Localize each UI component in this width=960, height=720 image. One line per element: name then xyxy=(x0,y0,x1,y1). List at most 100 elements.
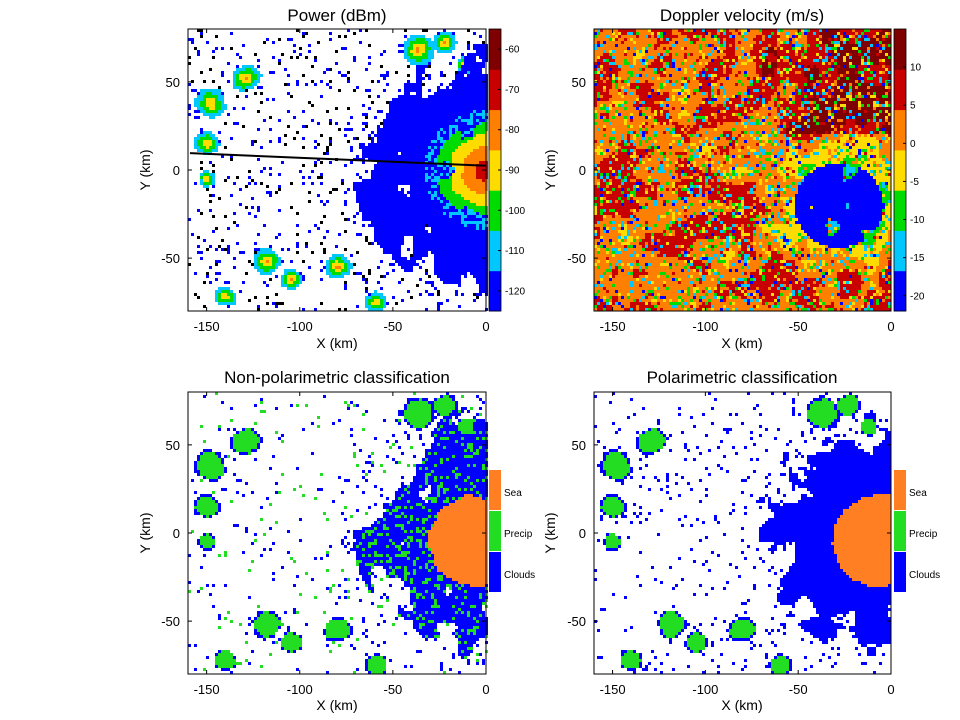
heatmap-cell xyxy=(467,206,470,209)
heatmap-cell xyxy=(290,272,293,275)
heatmap-cell xyxy=(338,89,341,92)
heatmap-cell xyxy=(413,113,416,116)
heatmap-cell xyxy=(461,215,464,218)
heatmap-cell xyxy=(413,182,416,185)
heatmap-cell xyxy=(467,182,470,185)
heatmap-cell xyxy=(395,245,398,248)
heatmap-cell xyxy=(275,305,278,308)
heatmap-cell xyxy=(455,80,458,83)
heatmap-cell xyxy=(473,83,476,86)
heatmap-cell xyxy=(416,143,419,146)
heatmap-cell xyxy=(419,110,422,113)
heatmap-cell xyxy=(663,62,666,65)
heatmap-cell xyxy=(705,38,708,41)
heatmap-cell xyxy=(425,41,428,44)
heatmap-cell xyxy=(404,158,407,161)
heatmap-cell xyxy=(401,122,404,125)
heatmap-cell xyxy=(380,122,383,125)
heatmap-cell xyxy=(476,113,479,116)
heatmap-cell xyxy=(467,125,470,128)
power-panel: Power (dBm) -150 -100 -50 0 -50 0 50 X (… xyxy=(137,6,525,351)
heatmap-cell xyxy=(702,62,705,65)
heatmap-cell xyxy=(380,212,383,215)
heatmap-cell xyxy=(290,275,293,278)
heatmap-cell xyxy=(810,47,813,50)
heatmap-cell xyxy=(383,251,386,254)
heatmap-cell xyxy=(395,164,398,167)
heatmap-cell xyxy=(443,185,446,188)
heatmap-cell xyxy=(726,47,729,50)
heatmap-cell xyxy=(443,155,446,158)
heatmap-cell xyxy=(377,221,380,224)
heatmap-cell xyxy=(254,92,257,95)
heatmap-cell xyxy=(371,206,374,209)
heatmap-cell xyxy=(419,53,422,56)
heatmap-cell xyxy=(795,35,798,38)
heatmap-cell xyxy=(215,137,218,140)
heatmap-cell xyxy=(476,74,479,77)
heatmap-cell xyxy=(696,65,699,68)
heatmap-cell xyxy=(621,41,624,44)
heatmap-cell xyxy=(479,179,482,182)
heatmap-cell xyxy=(684,41,687,44)
heatmap-cell xyxy=(461,176,464,179)
heatmap-cell xyxy=(470,140,473,143)
heatmap-cell xyxy=(419,206,422,209)
heatmap-cell xyxy=(681,41,684,44)
heatmap-cell xyxy=(428,125,431,128)
heatmap-cell xyxy=(672,44,675,47)
heatmap-cell xyxy=(260,86,263,89)
heatmap-cell xyxy=(744,59,747,62)
heatmap-cell xyxy=(425,107,428,110)
heatmap-cell xyxy=(191,38,194,41)
heatmap-cell xyxy=(215,149,218,152)
heatmap-cell xyxy=(407,269,410,272)
heatmap-cell xyxy=(413,35,416,38)
heatmap-cell xyxy=(458,278,461,281)
heatmap-cell xyxy=(392,176,395,179)
heatmap-cell xyxy=(410,191,413,194)
heatmap-cell xyxy=(627,47,630,50)
heatmap-cell xyxy=(735,38,738,41)
heatmap-cell xyxy=(374,296,377,299)
heatmap-cell xyxy=(597,59,600,62)
heatmap-cell xyxy=(771,59,774,62)
heatmap-cell xyxy=(413,155,416,158)
heatmap-cell xyxy=(786,47,789,50)
heatmap-cell xyxy=(621,38,624,41)
heatmap-cell xyxy=(407,233,410,236)
heatmap-cell xyxy=(437,194,440,197)
heatmap-cell xyxy=(326,269,329,272)
heatmap-cell xyxy=(428,233,431,236)
heatmap-cell xyxy=(768,59,771,62)
heatmap-cell xyxy=(446,221,449,224)
heatmap-cell xyxy=(311,251,314,254)
heatmap-cell xyxy=(473,254,476,257)
heatmap-cell xyxy=(230,299,233,302)
heatmap-cell xyxy=(404,149,407,152)
heatmap-cell xyxy=(410,167,413,170)
heatmap-cell xyxy=(446,155,449,158)
heatmap-cell xyxy=(747,47,750,50)
heatmap-cell xyxy=(401,173,404,176)
heatmap-cell xyxy=(410,131,413,134)
heatmap-cell xyxy=(792,53,795,56)
heatmap-cell xyxy=(479,53,482,56)
heatmap-cell xyxy=(837,53,840,56)
heatmap-cell xyxy=(455,86,458,89)
heatmap-cell xyxy=(837,65,840,68)
heatmap-cell xyxy=(437,131,440,134)
heatmap-cell xyxy=(227,281,230,284)
heatmap-cell xyxy=(627,56,630,59)
heatmap-cell xyxy=(425,155,428,158)
heatmap-cell xyxy=(464,245,467,248)
heatmap-cell xyxy=(612,56,615,59)
heatmap-cell xyxy=(377,185,380,188)
heatmap-cell xyxy=(425,206,428,209)
heatmap-cell xyxy=(425,251,428,254)
heatmap-cell xyxy=(470,188,473,191)
heatmap-cell xyxy=(368,179,371,182)
heatmap-cell xyxy=(473,104,476,107)
heatmap-cell xyxy=(422,68,425,71)
heatmap-cell xyxy=(452,149,455,152)
